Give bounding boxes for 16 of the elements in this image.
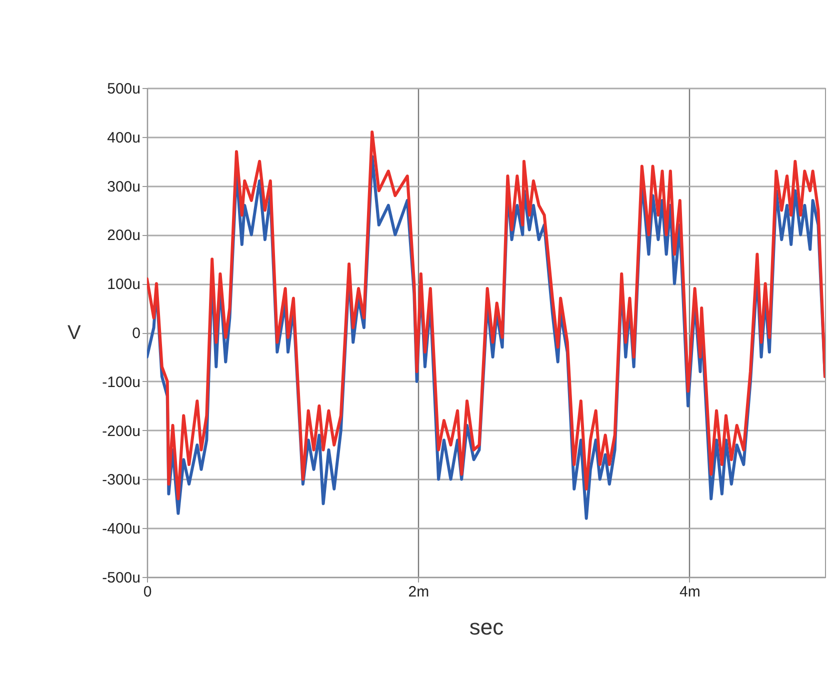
y-tick-label: -300u	[102, 472, 140, 489]
y-tick-label: 200u	[107, 227, 140, 244]
y-tick-label: 100u	[107, 276, 140, 294]
x-tick-label: 0	[143, 584, 152, 600]
y-tick-label: -100u	[102, 374, 140, 391]
y-axis-title: V	[67, 322, 82, 344]
y-tick-label: -500u	[102, 570, 140, 586]
x-tick-label: 2m	[408, 584, 430, 600]
y-tick-label: 500u	[107, 80, 140, 98]
x-axis-title: sec	[469, 614, 504, 640]
y-tick-label: -400u	[102, 520, 140, 538]
x-tick-label: 4m	[679, 584, 700, 600]
y-tick-label: 300u	[107, 178, 140, 196]
y-tick-label: 400u	[107, 129, 140, 146]
y-tick-label: -200u	[102, 422, 140, 440]
y-tick-label: 0	[132, 325, 140, 342]
